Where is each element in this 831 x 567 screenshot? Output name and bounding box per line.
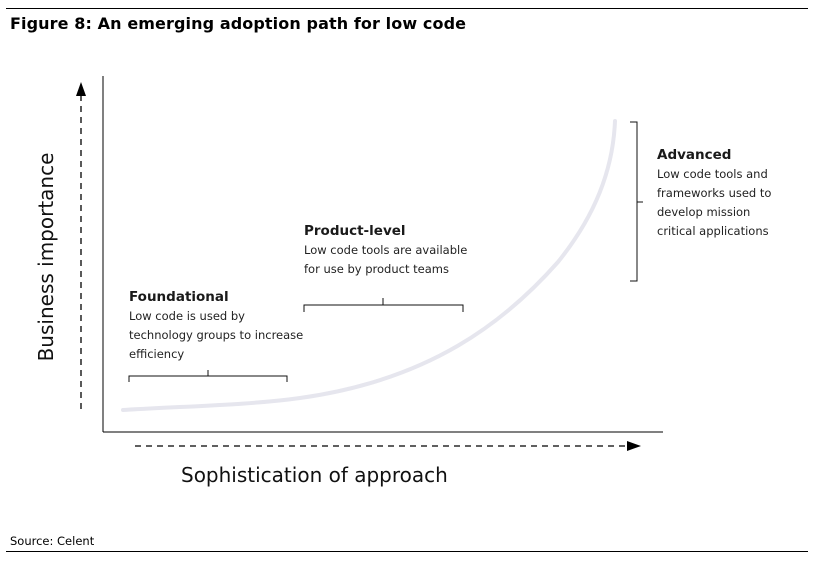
source-note: Source: Celent (10, 534, 95, 548)
advanced-desc-line: frameworks used to (657, 186, 772, 200)
bottom-rule (6, 551, 808, 552)
advanced-title: Advanced (657, 147, 732, 163)
foundational-desc-line: Low code is used by (129, 309, 245, 323)
advanced-desc-line: Low code tools and (657, 167, 768, 181)
advanced-bracket (630, 121, 643, 282)
advanced-desc-line: critical applications (657, 224, 769, 238)
adoption-curve (121, 119, 617, 412)
foundational-desc-line: efficiency (129, 347, 185, 361)
advanced-description: Low code tools and frameworks used to de… (657, 165, 771, 241)
top-rule (6, 8, 808, 9)
foundational-description: Low code is used by technology groups to… (129, 307, 303, 364)
x-arrow-head-icon (627, 441, 641, 451)
product-level-title: Product-level (304, 223, 406, 239)
x-axis-label: Sophistication of approach (181, 463, 448, 487)
product-level-desc-line: for use by product teams (304, 262, 449, 276)
product-level-description: Low code tools are available for use by … (304, 241, 467, 279)
product-level-desc-line: Low code tools are available (304, 243, 468, 257)
foundational-title: Foundational (129, 289, 229, 305)
y-arrow-head-icon (76, 82, 86, 96)
product-level-bracket (303, 298, 464, 312)
advanced-desc-line: develop mission (657, 205, 751, 219)
y-axis-label: Business importance (34, 152, 58, 362)
figure-title: Figure 8: An emerging adoption path for … (10, 14, 467, 33)
foundational-desc-line: technology groups to increase (129, 328, 304, 342)
foundational-bracket (128, 370, 288, 382)
